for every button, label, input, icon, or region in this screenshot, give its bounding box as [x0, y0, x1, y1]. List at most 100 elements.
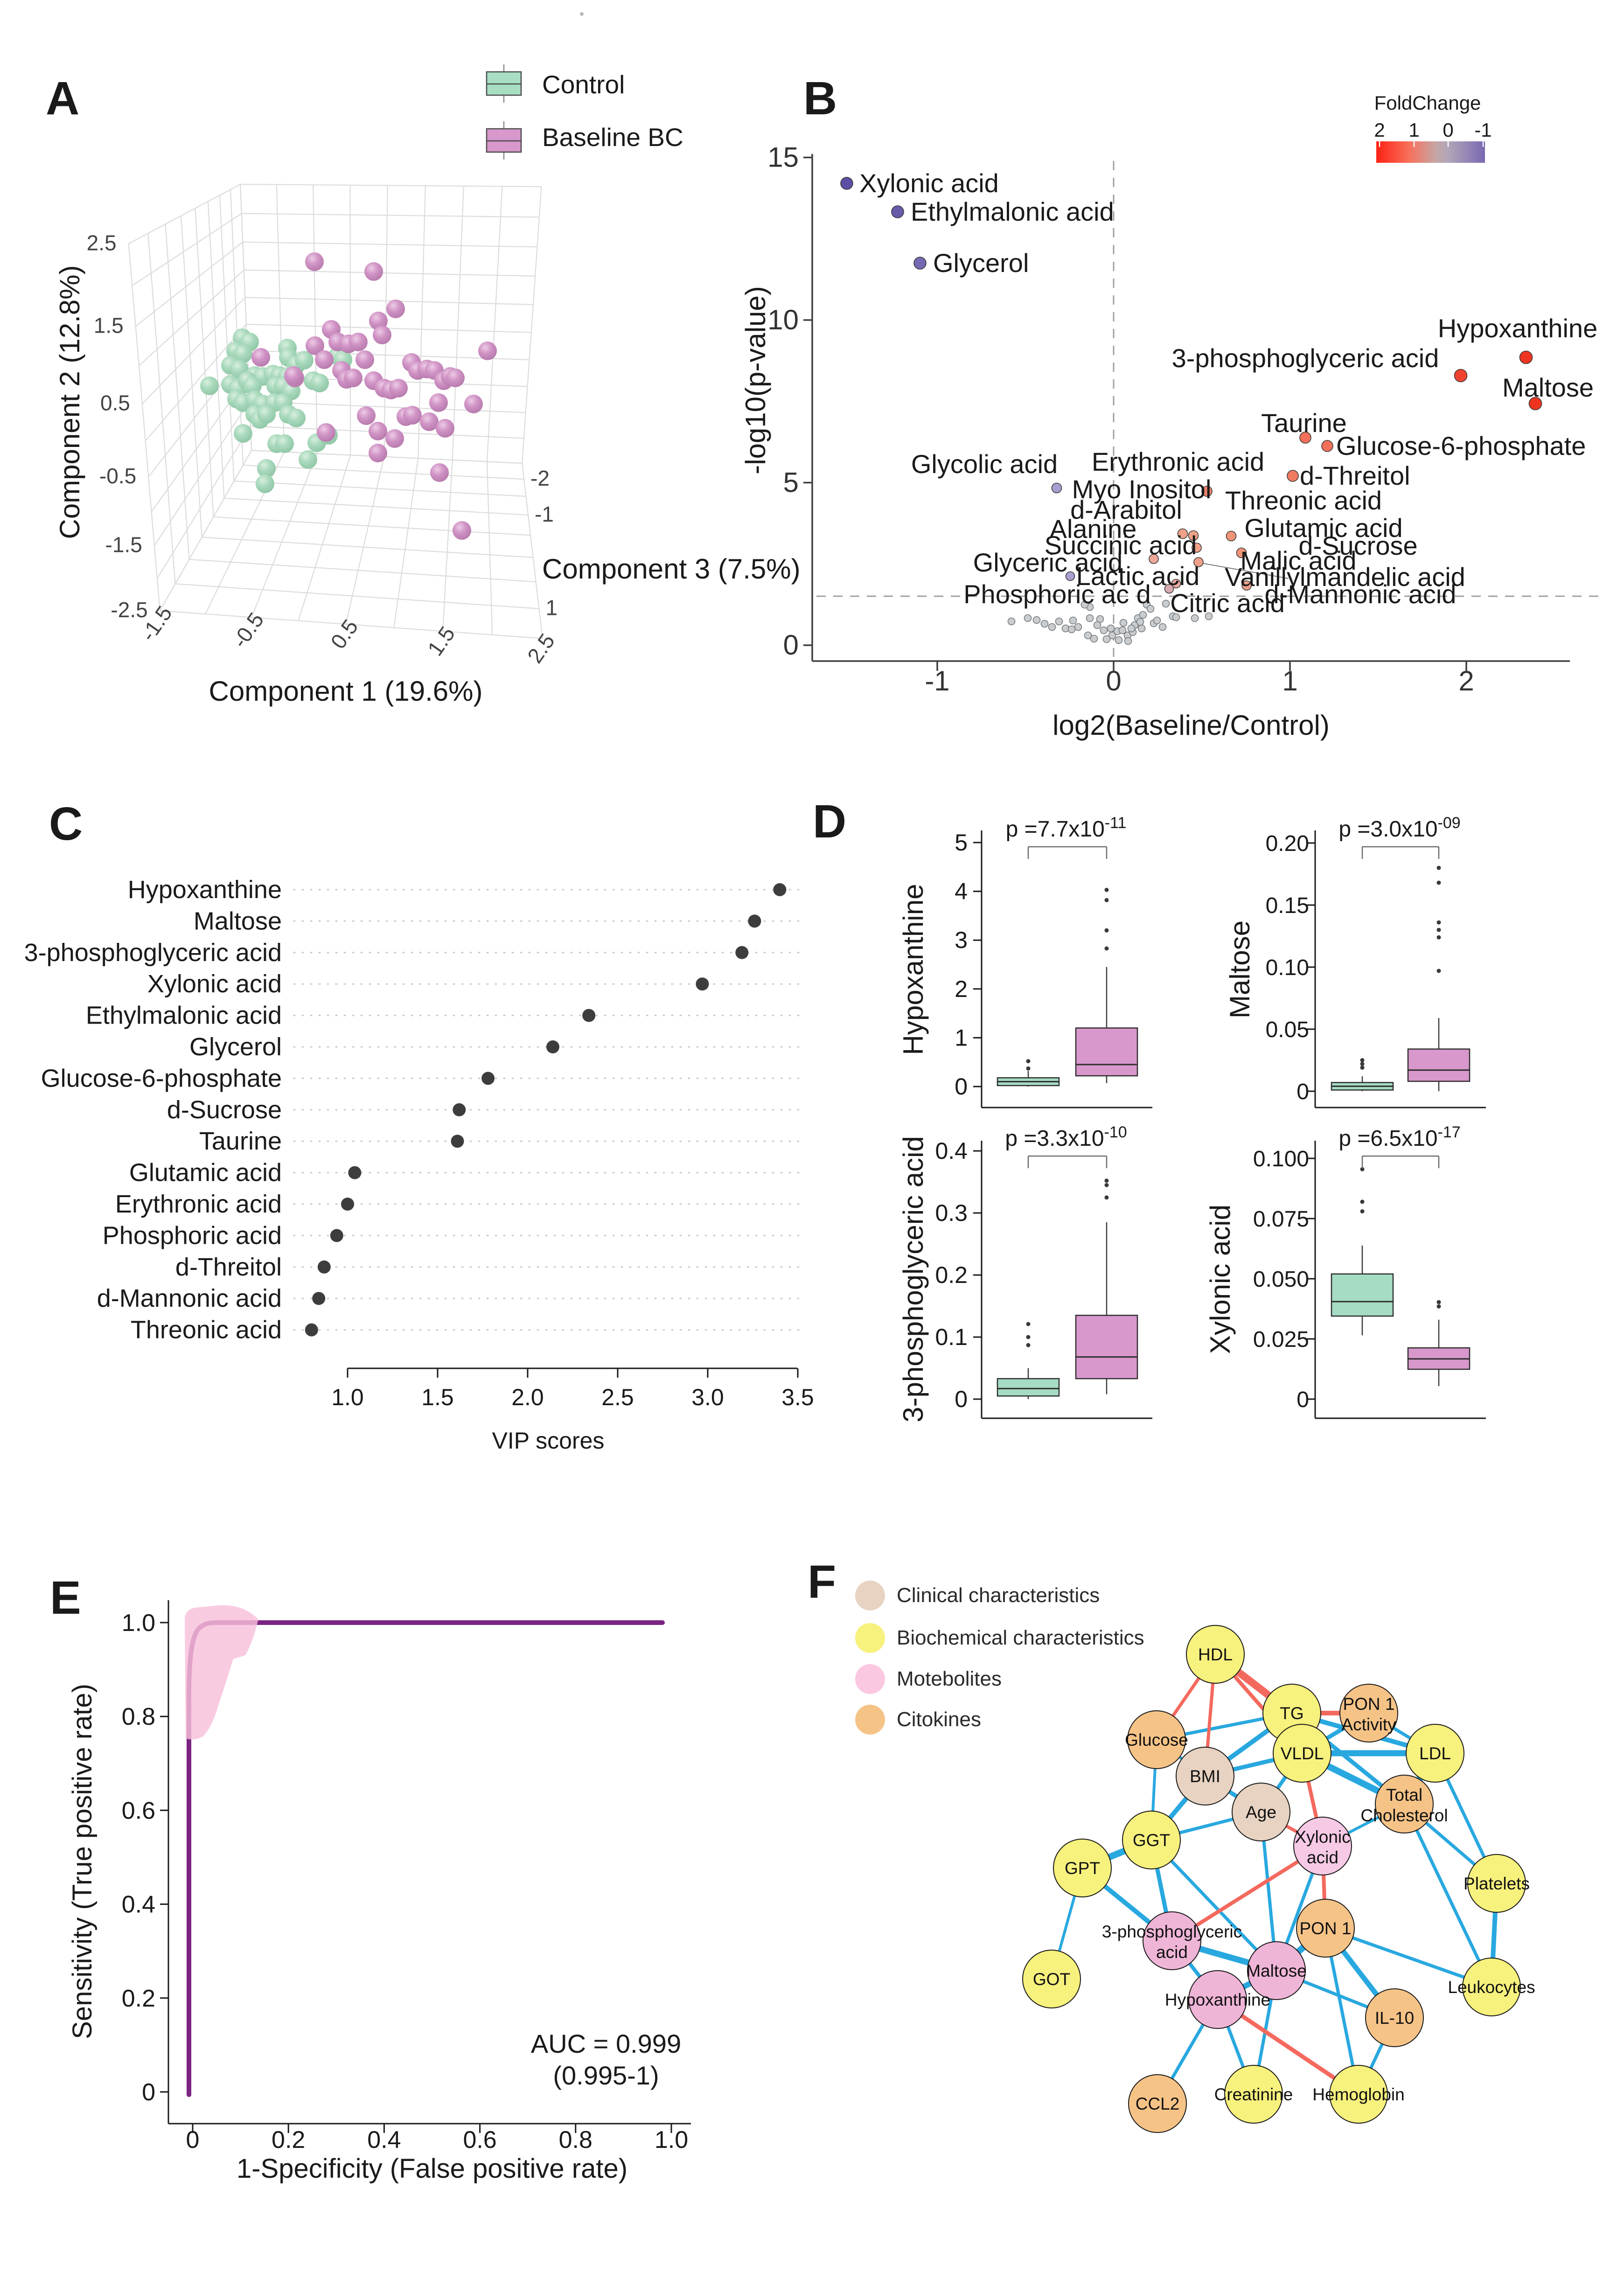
svg-text:Vanillylmandelic acid: Vanillylmandelic acid [1225, 562, 1465, 592]
svg-text:0.2: 0.2 [122, 1985, 155, 2012]
svg-text:0.6: 0.6 [463, 2126, 496, 2154]
svg-text:CCL2: CCL2 [1136, 2094, 1180, 2113]
svg-text:0.2: 0.2 [935, 1262, 968, 1288]
svg-text:2: 2 [1458, 665, 1474, 697]
svg-text:0.05: 0.05 [1266, 1018, 1309, 1042]
svg-text:0: 0 [186, 2126, 200, 2154]
svg-text:TG: TG [1280, 1704, 1303, 1723]
svg-text:1: 1 [1408, 119, 1419, 141]
svg-text:Glycolic acid: Glycolic acid [911, 449, 1058, 479]
svg-text:(0.995-1): (0.995-1) [553, 2061, 659, 2090]
svg-text:d-Mannonic acid: d-Mannonic acid [1265, 579, 1457, 609]
svg-text:2: 2 [955, 976, 968, 1002]
svg-text:Age: Age [1246, 1803, 1276, 1822]
svg-text:0.4: 0.4 [935, 1138, 968, 1164]
svg-text:Malic acid: Malic acid [1241, 546, 1357, 575]
svg-text:0.025: 0.025 [1253, 1327, 1309, 1352]
svg-text:3.5: 3.5 [781, 1384, 814, 1410]
svg-text:Leukocytes: Leukocytes [1448, 1978, 1535, 1997]
svg-text:Component 1 (19.6%): Component 1 (19.6%) [209, 676, 483, 707]
svg-text:C: C [49, 798, 83, 850]
svg-text:Xylonic: Xylonic [1295, 1827, 1350, 1847]
svg-text:VLDL: VLDL [1281, 1744, 1324, 1763]
svg-text:Glycerol: Glycerol [933, 248, 1029, 278]
svg-text:Glyceric acid: Glyceric acid [973, 548, 1123, 577]
svg-text:1: 1 [955, 1024, 968, 1051]
svg-text:Sensitivity (True positive rat: Sensitivity (True positive rate) [67, 1684, 98, 2039]
svg-text:Maltose: Maltose [194, 907, 282, 935]
svg-text:0.3: 0.3 [935, 1200, 968, 1226]
svg-text:acid: acid [1307, 1848, 1338, 1867]
svg-text:2.0: 2.0 [511, 1384, 544, 1410]
svg-text:Xylonic acid: Xylonic acid [859, 168, 999, 198]
svg-text:FoldChange: FoldChange [1374, 92, 1481, 114]
svg-text:VIP scores: VIP scores [492, 1428, 605, 1454]
svg-text:Creatinine: Creatinine [1214, 2085, 1293, 2104]
svg-text:A: A [46, 72, 79, 125]
svg-text:Threonic acid: Threonic acid [131, 1316, 282, 1344]
svg-text:d-Arabitol: d-Arabitol [1070, 495, 1182, 524]
svg-text:Control: Control [542, 70, 625, 99]
svg-text:1.5: 1.5 [421, 1384, 454, 1410]
svg-text:BMI: BMI [1190, 1767, 1220, 1786]
svg-text:0: 0 [1443, 119, 1453, 141]
svg-text:0.10: 0.10 [1266, 955, 1309, 980]
svg-text:0: 0 [1106, 665, 1121, 697]
svg-text:PON 1: PON 1 [1343, 1694, 1394, 1714]
svg-text:Myo Inositol: Myo Inositol [1072, 474, 1212, 504]
svg-text:Succinic acid: Succinic acid [1045, 530, 1197, 560]
svg-text:-1: -1 [925, 665, 949, 697]
svg-text:Component 2 (12.8%): Component 2 (12.8%) [54, 265, 85, 539]
svg-text:d-Threitol: d-Threitol [175, 1253, 282, 1281]
svg-text:Component 3 (7.5%): Component 3 (7.5%) [542, 553, 801, 585]
svg-text:0.2: 0.2 [272, 2126, 305, 2154]
svg-text:Alanine: Alanine [1050, 514, 1137, 544]
svg-text:0.100: 0.100 [1253, 1147, 1309, 1171]
svg-text:0.075: 0.075 [1253, 1207, 1309, 1232]
svg-text:Glutamic acid: Glutamic acid [129, 1159, 282, 1187]
svg-text:Hypoxanthine: Hypoxanthine [1165, 1990, 1270, 2009]
svg-text:Threonic acid: Threonic acid [1225, 486, 1382, 515]
svg-text:Hypoxanthine: Hypoxanthine [898, 884, 929, 1055]
svg-text:Erythronic acid: Erythronic acid [1092, 447, 1264, 476]
svg-text:-0.5: -0.5 [99, 464, 136, 488]
svg-text:1.5: 1.5 [94, 313, 124, 337]
svg-text:Citric acid: Citric acid [1170, 588, 1285, 618]
svg-text:Hypoxanthine: Hypoxanthine [128, 876, 282, 904]
svg-text:Taurine: Taurine [1261, 408, 1347, 438]
svg-text:1: 1 [1282, 665, 1297, 697]
svg-text:Glucose-6-phosphate: Glucose-6-phosphate [41, 1064, 282, 1092]
svg-text:-1.5: -1.5 [105, 533, 142, 557]
svg-text:0: 0 [1296, 1387, 1309, 1412]
svg-text:F: F [808, 1556, 836, 1608]
svg-text:d-Threitol: d-Threitol [1300, 461, 1410, 490]
svg-text:0.8: 0.8 [122, 1703, 155, 1730]
svg-text:-2: -2 [530, 466, 550, 490]
svg-text:Xylonic acid: Xylonic acid [147, 970, 282, 998]
svg-text:0: 0 [955, 1386, 968, 1412]
svg-text:B: B [803, 72, 837, 125]
svg-text:PON 1: PON 1 [1299, 1919, 1351, 1938]
svg-text:3-phosphoglyceric: 3-phosphoglyceric [1102, 1922, 1242, 1941]
svg-text:Maltose: Maltose [1224, 920, 1255, 1018]
svg-text:1.0: 1.0 [331, 1384, 364, 1410]
svg-text:Citokines: Citokines [897, 1708, 981, 1731]
svg-text:Erythronic acid: Erythronic acid [115, 1190, 282, 1218]
svg-text:GPT: GPT [1065, 1859, 1100, 1878]
svg-text:10: 10 [767, 304, 799, 335]
svg-text:0: 0 [955, 1073, 968, 1100]
svg-text:0.8: 0.8 [559, 2126, 592, 2154]
svg-text:0.6: 0.6 [122, 1797, 155, 1824]
svg-text:3: 3 [955, 927, 968, 953]
svg-text:0.4: 0.4 [367, 2126, 401, 2154]
svg-text:Glycerol: Glycerol [189, 1033, 282, 1061]
svg-text:3-phosphoglyceric acid: 3-phosphoglyceric acid [898, 1136, 929, 1422]
svg-text:1-Specificity (False positive: 1-Specificity (False positive rate) [237, 2154, 627, 2184]
svg-text:4: 4 [955, 878, 968, 905]
svg-text:1: 1 [546, 596, 558, 620]
svg-text:Phosphoric acid: Phosphoric acid [103, 1221, 282, 1249]
svg-text:Taurine: Taurine [199, 1127, 282, 1155]
svg-text:2.5: 2.5 [87, 230, 117, 255]
svg-text:Activity: Activity [1341, 1715, 1396, 1734]
svg-text:5: 5 [955, 829, 968, 856]
